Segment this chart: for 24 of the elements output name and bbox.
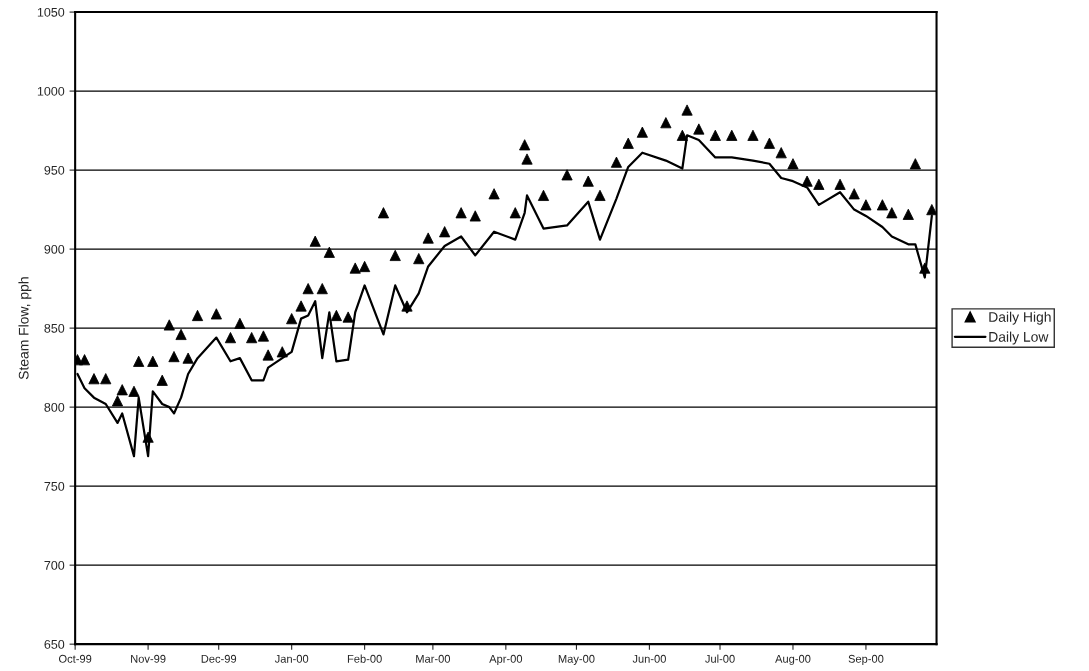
legend-label: Daily High bbox=[989, 311, 1051, 325]
x-tick-label: Feb-00 bbox=[347, 654, 382, 663]
x-tick-label: Jun-00 bbox=[632, 654, 666, 663]
x-tick-label: Mar-00 bbox=[416, 654, 451, 663]
y-tick-label: 750 bbox=[44, 481, 65, 491]
x-tick-label: May-00 bbox=[558, 654, 595, 665]
x-tick-label: Sep-00 bbox=[848, 654, 884, 665]
y-axis-title: Steam Flow, pph bbox=[18, 277, 32, 380]
y-tick-label: 900 bbox=[44, 244, 65, 254]
x-tick-label: Nov-99 bbox=[131, 654, 166, 663]
x-tick-label: Aug-00 bbox=[775, 654, 811, 665]
x-tick-label: Dec-99 bbox=[201, 654, 237, 663]
y-tick-label: 950 bbox=[44, 165, 65, 175]
x-tick-label: Oct-99 bbox=[59, 654, 92, 663]
x-tick-label: Jan-00 bbox=[274, 654, 309, 663]
y-tick-label: 650 bbox=[44, 639, 65, 649]
y-tick-label: 1050 bbox=[37, 7, 65, 17]
y-tick-label: 1000 bbox=[37, 86, 65, 96]
y-tick-label: 850 bbox=[44, 323, 65, 333]
x-tick-label: Apr-00 bbox=[489, 654, 523, 665]
y-tick-label: 700 bbox=[44, 560, 65, 570]
x-tick-label: Jul-00 bbox=[705, 654, 735, 663]
y-tick-label: 800 bbox=[44, 402, 65, 412]
legend-label: Daily Low bbox=[989, 331, 1049, 345]
